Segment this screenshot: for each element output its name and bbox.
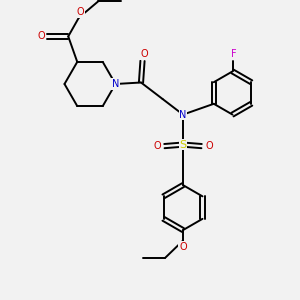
Text: F: F [231,49,237,59]
Text: N: N [179,110,187,120]
Text: S: S [179,140,187,150]
Text: O: O [179,242,187,252]
Text: O: O [38,32,45,41]
Text: O: O [153,141,161,151]
Text: O: O [76,7,84,17]
Text: N: N [112,79,119,89]
Text: O: O [140,49,148,59]
Text: O: O [205,141,213,151]
